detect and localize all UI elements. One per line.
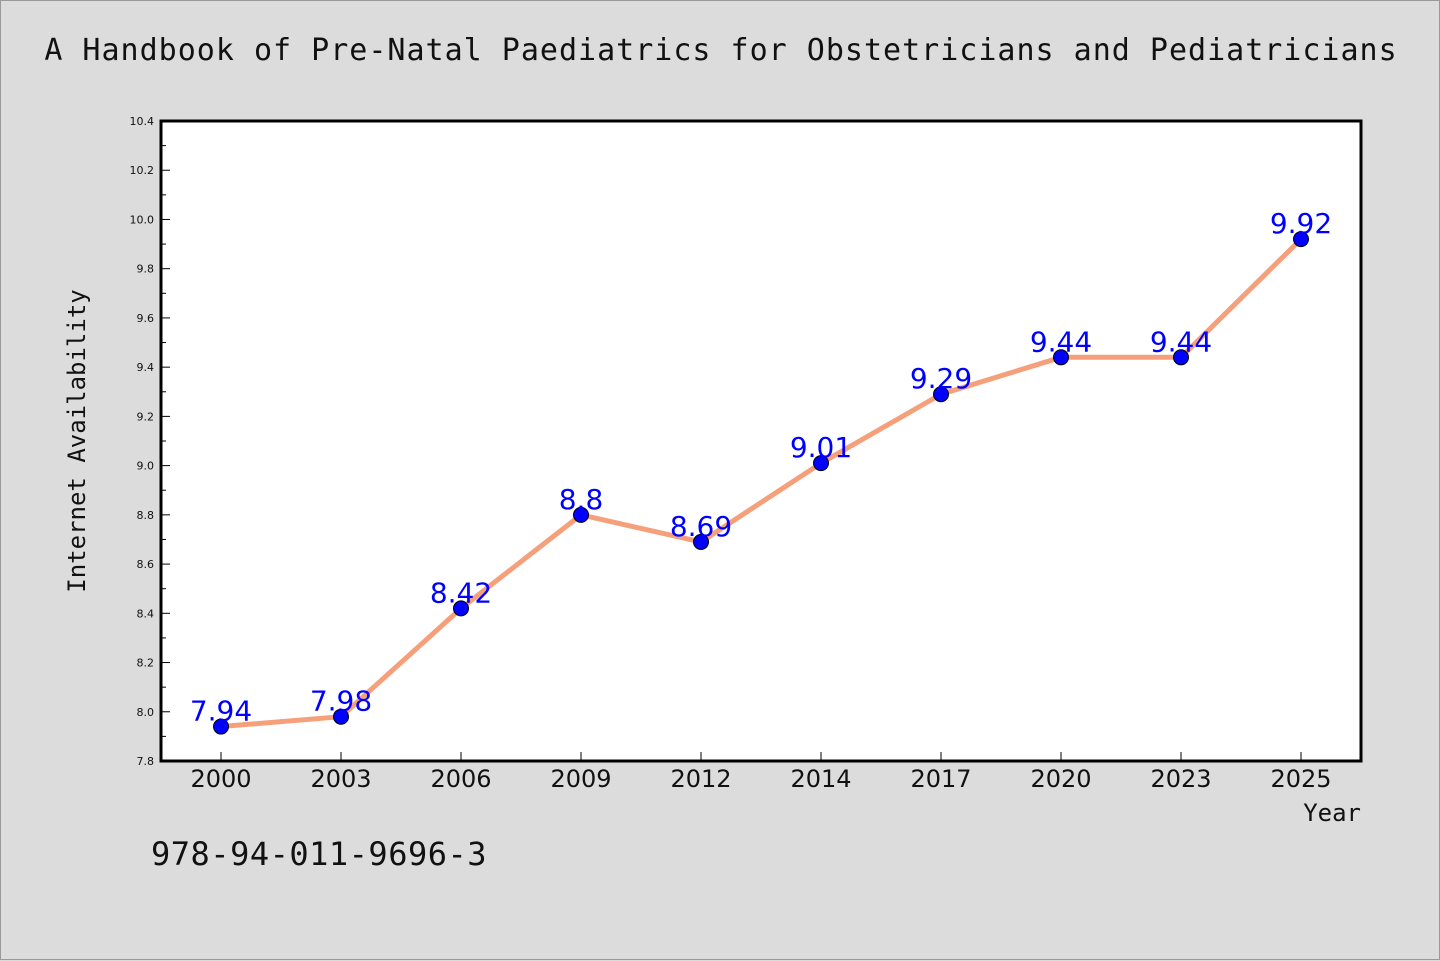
y-tick-label: 8.2 (137, 657, 155, 670)
chart-title: A Handbook of Pre-Natal Paediatrics for … (44, 33, 1398, 68)
y-tick-label: 10.4 (130, 115, 155, 128)
data-label: 7.94 (190, 695, 252, 728)
data-label: 8.8 (559, 483, 604, 516)
x-axis-label: Year (1303, 799, 1361, 827)
y-tick-label: 8.4 (137, 607, 155, 620)
y-tick-label: 9.8 (137, 263, 155, 276)
x-tick-label: 2017 (910, 765, 971, 793)
data-label: 9.01 (790, 431, 852, 464)
data-label: 9.44 (1030, 325, 1092, 358)
data-point (813, 455, 829, 472)
data-point (333, 708, 349, 725)
data-label: 8.69 (670, 510, 732, 543)
y-tick-label: 9.0 (137, 460, 155, 473)
y-tick-label: 8.8 (137, 509, 155, 522)
x-tick-label: 2014 (790, 765, 851, 793)
data-point (1053, 349, 1069, 366)
y-tick-label: 8.0 (137, 706, 155, 719)
series-line (218, 236, 1304, 730)
data-label: 7.98 (310, 685, 372, 718)
data-point (453, 600, 469, 617)
data-point (1293, 231, 1309, 248)
data-label: 9.29 (910, 362, 972, 395)
data-point (933, 386, 949, 403)
data-point (1173, 349, 1189, 366)
y-tick-label: 7.8 (137, 755, 155, 768)
data-label: 9.44 (1150, 325, 1212, 358)
data-point (693, 533, 709, 550)
x-tick-label: 2012 (670, 765, 731, 793)
y-tick-label: 8.6 (137, 558, 155, 571)
isbn-code: 978-94-011-9696-3 (151, 835, 488, 873)
y-tick-label: 10.0 (130, 213, 155, 226)
y-tick-label: 9.2 (137, 410, 155, 423)
plot-area (161, 121, 1361, 761)
plot-frame (159, 119, 1363, 763)
x-tick-label: 2009 (550, 765, 611, 793)
data-point (573, 506, 589, 523)
data-label: 8.42 (430, 576, 492, 609)
data-label: 9.92 (1270, 207, 1332, 240)
x-tick-label: 2020 (1030, 765, 1091, 793)
x-tick-label: 2006 (430, 765, 491, 793)
x-tick-label: 2003 (310, 765, 371, 793)
y-tick-label: 9.4 (137, 361, 155, 374)
x-tick-label: 2000 (190, 765, 251, 793)
data-point (213, 718, 229, 735)
y-tick-label: 10.2 (130, 164, 155, 177)
y-tick-label: 9.6 (137, 312, 155, 325)
y-axis-label: Internet Availability (63, 289, 91, 592)
x-tick-label: 2023 (1150, 765, 1211, 793)
x-tick-label: 2025 (1270, 765, 1331, 793)
